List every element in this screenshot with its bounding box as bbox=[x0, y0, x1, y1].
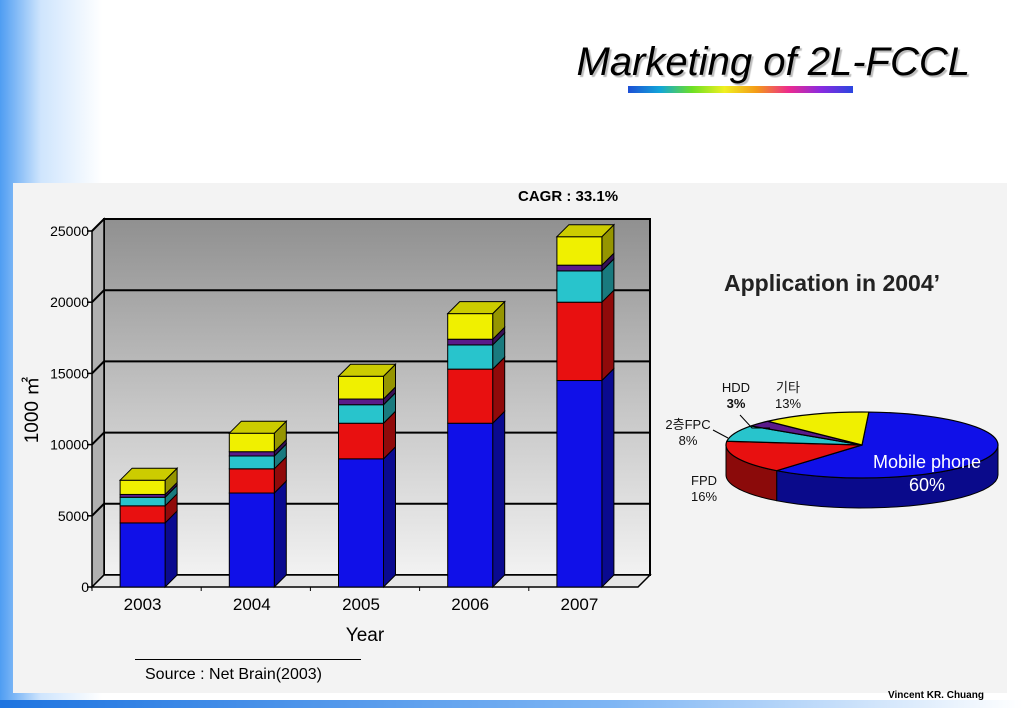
pie-title: Application in 2004’ bbox=[724, 270, 940, 296]
bar-2006-2층fpc bbox=[447, 344, 494, 370]
bar-2005-mobile-phone-side bbox=[383, 445, 396, 589]
bar-2003-2층fpc bbox=[119, 496, 166, 507]
pie-label-fpd-name: FPD bbox=[691, 473, 717, 488]
bar-2005-기타 bbox=[338, 375, 384, 400]
bar-2003-fpd bbox=[119, 505, 166, 524]
bar-2005-mobile-phone bbox=[338, 458, 384, 588]
pie-label-fpc: 2층FPC 8% bbox=[656, 417, 720, 449]
x-tick-label-2005: 2005 bbox=[342, 595, 380, 614]
x-tick-label-2006: 2006 bbox=[451, 595, 489, 614]
bar-2006-hdd bbox=[447, 338, 494, 346]
bar-2003-기타 bbox=[119, 479, 166, 495]
pie-slice-기타 bbox=[767, 411, 870, 446]
gridline-20000 bbox=[91, 289, 650, 303]
y-tick-label-0: 0 bbox=[81, 579, 89, 595]
pie-leader-fpc bbox=[712, 429, 729, 439]
pie-label-fpc-name: 2층FPC bbox=[665, 417, 711, 432]
bar-2003-mobile-phone bbox=[119, 522, 166, 588]
pie-label-mobile: Mobile phone 60% bbox=[860, 451, 994, 497]
title-underline bbox=[628, 86, 853, 93]
pie-label-hdd: HDD 3% bbox=[716, 380, 756, 412]
pie-label-other: 기타 13% bbox=[766, 380, 810, 412]
y-tick-label-25000: 25000 bbox=[50, 223, 89, 239]
pie-label-fpc-value: 8% bbox=[678, 433, 698, 448]
bar-2007-기타 bbox=[556, 236, 603, 266]
x-tick-label-2007: 2007 bbox=[560, 595, 598, 614]
x-tick-label-2004: 2004 bbox=[233, 595, 271, 614]
bar-2004-mobile-phone bbox=[228, 492, 275, 588]
bar-2006-mobile-phone-side bbox=[492, 410, 506, 589]
bar-2007-2층fpc bbox=[556, 270, 603, 303]
bar-2004-fpd bbox=[228, 468, 275, 494]
slide-title: Marketing of 2L-FCCL bbox=[576, 40, 970, 84]
cagr-label: CAGR : 33.1% bbox=[518, 188, 619, 205]
y-tick-label-15000: 15000 bbox=[50, 365, 89, 381]
pie-label-mobile-value: 60% bbox=[908, 475, 946, 495]
bar-2005-2층fpc bbox=[338, 404, 384, 424]
bar-2007-mobile-phone bbox=[556, 380, 603, 588]
bottom-bar bbox=[0, 700, 1023, 708]
bar-2007-top bbox=[555, 224, 616, 238]
x-axis-title: Year bbox=[346, 625, 385, 646]
bar-2004-mobile-phone-side bbox=[273, 479, 287, 589]
pie-label-fpd-value: 16% bbox=[690, 489, 718, 504]
y-axis-title: 1000 ㎡ bbox=[20, 377, 43, 444]
bar-2007-fpd bbox=[556, 301, 603, 382]
bar-2006-mobile-phone bbox=[447, 422, 494, 588]
bar-2007-mobile-phone-side bbox=[601, 367, 615, 589]
bar-2007-hdd bbox=[556, 264, 603, 272]
footer-author: Vincent KR. Chuang bbox=[888, 690, 984, 701]
pie-slice-fpd bbox=[725, 440, 863, 472]
pie-slice-mobile-phone bbox=[776, 411, 999, 479]
pie-label-other-value: 13% bbox=[774, 396, 802, 411]
bar-2006-top bbox=[446, 301, 506, 315]
pie-label-hdd-value: 3% bbox=[726, 396, 746, 411]
bar-2006-기타 bbox=[447, 313, 494, 340]
bar-2004-hdd bbox=[228, 451, 275, 457]
y-tick-label-5000: 5000 bbox=[58, 508, 89, 524]
bar-2003-top bbox=[118, 467, 179, 481]
pie-label-hdd-name: HDD bbox=[721, 380, 751, 395]
gridline-25000 bbox=[91, 218, 650, 232]
chart-side-wall bbox=[91, 217, 105, 589]
pie-label-fpd: FPD 16% bbox=[684, 473, 724, 505]
y-tick-label-20000: 20000 bbox=[50, 294, 89, 310]
pie-leader-hdd bbox=[739, 414, 770, 429]
y-tick-label-10000: 10000 bbox=[50, 437, 89, 453]
bar-2003-mobile-phone-side bbox=[164, 509, 178, 589]
bar-2004-2층fpc bbox=[228, 455, 275, 470]
bar-2004-top bbox=[228, 420, 288, 434]
bar-2005-top bbox=[337, 363, 397, 377]
bar-2006-fpd bbox=[447, 368, 494, 424]
pie-label-mobile-name: Mobile phone bbox=[872, 452, 982, 472]
source-note: Source : Net Brain(2003) bbox=[145, 666, 322, 683]
x-tick-label-2003: 2003 bbox=[124, 595, 162, 614]
bar-2005-fpd bbox=[338, 422, 384, 460]
bar-2007-fpd-side bbox=[601, 288, 615, 382]
source-divider bbox=[135, 659, 361, 660]
bar-2004-기타 bbox=[228, 432, 275, 453]
pie-label-other-name: 기타 bbox=[776, 380, 800, 395]
bar-2005-hdd bbox=[338, 398, 384, 406]
